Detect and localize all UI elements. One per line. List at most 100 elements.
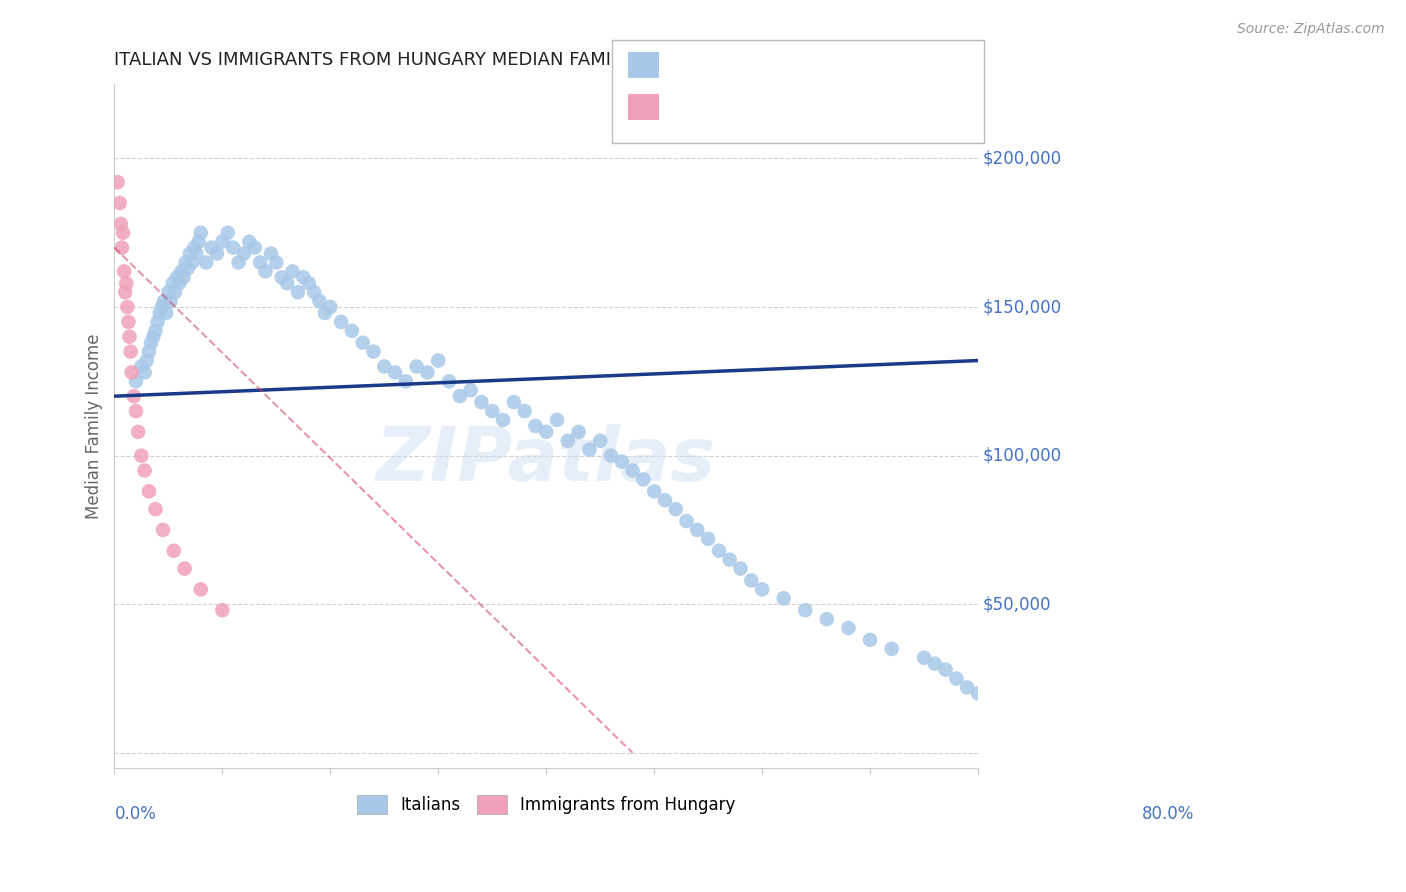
Point xyxy=(751,582,773,597)
Point xyxy=(956,681,979,695)
Point xyxy=(163,543,186,558)
Point xyxy=(181,255,204,269)
Point xyxy=(249,255,271,269)
Point xyxy=(125,375,148,389)
Point xyxy=(643,484,665,499)
Point xyxy=(292,270,315,285)
Point xyxy=(373,359,395,374)
Point xyxy=(837,621,859,635)
Point xyxy=(200,241,222,255)
Point xyxy=(302,285,325,300)
Point xyxy=(157,285,180,300)
Text: N =: N = xyxy=(800,56,839,74)
Point xyxy=(945,672,967,686)
Point xyxy=(880,641,903,656)
Point xyxy=(142,330,165,344)
Point xyxy=(254,264,277,278)
Point xyxy=(183,241,205,255)
Point xyxy=(270,270,292,285)
Point xyxy=(524,418,547,433)
Point xyxy=(707,543,730,558)
Point xyxy=(131,359,153,374)
Point xyxy=(384,366,406,380)
Point xyxy=(179,246,201,260)
Point xyxy=(276,277,298,291)
Point xyxy=(138,344,160,359)
Point xyxy=(174,255,197,269)
Text: $50,000: $50,000 xyxy=(983,595,1050,613)
Point xyxy=(654,493,676,508)
Text: $150,000: $150,000 xyxy=(983,298,1062,316)
Point xyxy=(117,315,139,329)
Point xyxy=(108,196,131,211)
Point xyxy=(492,413,515,427)
Point xyxy=(233,246,256,260)
Point xyxy=(163,285,186,300)
Point xyxy=(988,692,1011,706)
Point xyxy=(195,255,218,269)
Point xyxy=(675,514,697,528)
Point xyxy=(177,261,200,276)
Point xyxy=(166,270,188,285)
Point xyxy=(319,300,342,314)
Point xyxy=(557,434,579,448)
Text: R =: R = xyxy=(673,98,713,116)
Text: 0.0%: 0.0% xyxy=(114,805,156,823)
Point xyxy=(665,502,688,516)
Point xyxy=(211,603,233,617)
Point xyxy=(118,330,141,344)
Text: R =: R = xyxy=(673,56,713,74)
Point xyxy=(173,270,195,285)
Point xyxy=(502,395,524,409)
Point xyxy=(122,389,145,403)
Legend: Italians, Immigrants from Hungary: Italians, Immigrants from Hungary xyxy=(350,789,742,821)
Point xyxy=(298,277,321,291)
Point xyxy=(121,366,143,380)
Point xyxy=(546,413,568,427)
Point xyxy=(740,574,762,588)
Text: -0.176: -0.176 xyxy=(727,98,792,116)
Text: Source: ZipAtlas.com: Source: ZipAtlas.com xyxy=(1237,22,1385,37)
Text: N =: N = xyxy=(800,98,839,116)
Point xyxy=(135,353,157,368)
Point xyxy=(205,246,228,260)
Point xyxy=(287,285,309,300)
Point xyxy=(589,434,612,448)
Point xyxy=(308,294,330,309)
Point xyxy=(1010,701,1032,715)
Point xyxy=(145,502,167,516)
Point xyxy=(730,561,752,575)
Text: 80.0%: 80.0% xyxy=(1142,805,1194,823)
Point xyxy=(159,294,181,309)
Point xyxy=(330,315,353,329)
Point xyxy=(568,425,591,439)
Text: 110: 110 xyxy=(853,56,891,74)
Point xyxy=(266,255,288,269)
Point xyxy=(935,663,957,677)
Point xyxy=(190,582,212,597)
Point xyxy=(686,523,709,537)
Point xyxy=(110,217,132,231)
Point xyxy=(437,375,460,389)
Point xyxy=(243,241,266,255)
Point xyxy=(114,285,136,300)
Point xyxy=(405,359,427,374)
Point xyxy=(117,300,139,314)
Point xyxy=(170,264,193,278)
Point xyxy=(150,300,173,314)
Point xyxy=(610,454,633,468)
Point xyxy=(912,650,935,665)
Point xyxy=(621,463,644,477)
Point xyxy=(139,335,162,350)
Point xyxy=(138,484,160,499)
Point xyxy=(924,657,946,671)
Point xyxy=(228,255,250,269)
Point xyxy=(718,552,741,566)
Point xyxy=(772,591,794,606)
Point xyxy=(314,306,336,320)
Point xyxy=(173,561,195,575)
Point xyxy=(352,335,374,350)
Point xyxy=(162,277,184,291)
Point xyxy=(222,241,245,255)
Point xyxy=(217,226,239,240)
